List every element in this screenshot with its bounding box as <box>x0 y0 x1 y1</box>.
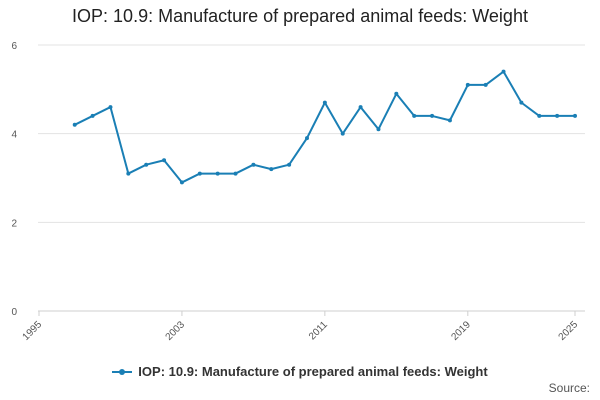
x-tick-label-2011: 2011 <box>307 319 330 342</box>
data-point-1997 <box>72 122 77 127</box>
data-point-1999 <box>108 105 113 110</box>
data-point-2001 <box>144 162 149 167</box>
data-point-2011 <box>322 100 327 105</box>
y-tick-label-0: 0 <box>11 307 17 318</box>
data-point-2008 <box>269 167 274 172</box>
legend[interactable]: IOP: 10.9: Manufacture of prepared anima… <box>0 364 600 379</box>
data-point-2014 <box>376 127 381 132</box>
data-point-2013 <box>358 105 363 110</box>
source-credit[interactable]: Source: <box>548 381 590 395</box>
y-tick-label-2: 2 <box>11 218 17 229</box>
data-point-2006 <box>233 171 238 176</box>
series-line-0 <box>74 70 575 184</box>
data-point-2005 <box>215 171 220 176</box>
data-point-1998 <box>90 113 95 118</box>
data-point-2012 <box>340 131 345 136</box>
y-tick-label-6: 6 <box>11 41 17 52</box>
data-point-2002 <box>162 158 167 163</box>
axes: 0 2 4 6 1995 2003 2011 2019 2025 <box>11 41 585 343</box>
data-point-2019 <box>465 82 470 87</box>
x-tick-label-1995: 1995 <box>21 319 45 343</box>
data-point-2010 <box>305 136 309 141</box>
data-point-2016 <box>412 113 417 118</box>
x-tick-label-2025: 2025 <box>557 319 581 343</box>
y-tick-label-4: 4 <box>11 130 17 141</box>
x-tick-label-2003: 2003 <box>164 319 188 343</box>
data-point-2022 <box>519 100 524 105</box>
data-point-2024 <box>555 113 560 118</box>
data-point-2003 <box>179 180 184 185</box>
gridlines <box>38 44 585 223</box>
data-point-2000 <box>126 171 131 176</box>
data-point-2020 <box>483 82 488 87</box>
series-layer <box>72 69 577 185</box>
data-point-2007 <box>251 162 256 167</box>
x-tick-label-2019: 2019 <box>449 319 473 343</box>
data-point-2023 <box>537 113 542 118</box>
data-point-2021 <box>501 69 506 74</box>
data-point-2015 <box>394 91 399 96</box>
data-point-2009 <box>287 162 292 167</box>
data-point-2018 <box>447 118 452 123</box>
data-point-2017 <box>430 113 435 118</box>
legend-swatch <box>112 366 133 378</box>
data-point-2025 <box>573 113 577 118</box>
legend-label: IOP: 10.9: Manufacture of prepared anima… <box>138 364 488 379</box>
data-point-2004 <box>197 171 202 176</box>
chart-title: IOP: 10.9: Manufacture of prepared anima… <box>72 6 528 26</box>
